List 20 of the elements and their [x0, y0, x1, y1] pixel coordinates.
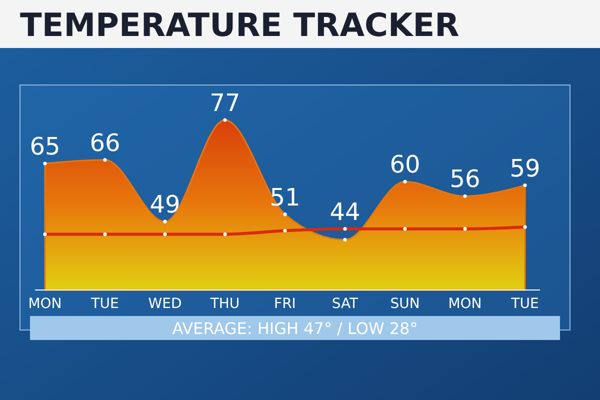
data-label: 60: [390, 150, 420, 179]
data-label: 56: [450, 165, 480, 194]
x-tick-label: MON: [448, 296, 482, 312]
data-label: 49: [150, 190, 180, 219]
x-tick-label: THU: [209, 296, 240, 312]
chart-title: TEMPERATURE TRACKER: [20, 6, 460, 44]
x-tick-label: SAT: [332, 296, 359, 312]
annotation: AVERAGE: HIGH 47° / LOW 28°: [172, 319, 418, 338]
x-tick-label: TUE: [510, 296, 539, 312]
data-label: 66: [90, 128, 120, 157]
data-label: 65: [30, 132, 60, 161]
x-tick-label: WED: [148, 296, 182, 312]
data-label: 59: [510, 154, 540, 182]
data-label: 77: [210, 89, 240, 117]
data-label: 51: [270, 183, 300, 212]
data-label: 44: [330, 198, 360, 226]
x-tick-label: SUN: [390, 296, 420, 312]
x-tick-label: MON: [28, 296, 62, 312]
x-tick-label: TUE: [90, 296, 119, 312]
x-tick-label: FRI: [274, 296, 296, 312]
